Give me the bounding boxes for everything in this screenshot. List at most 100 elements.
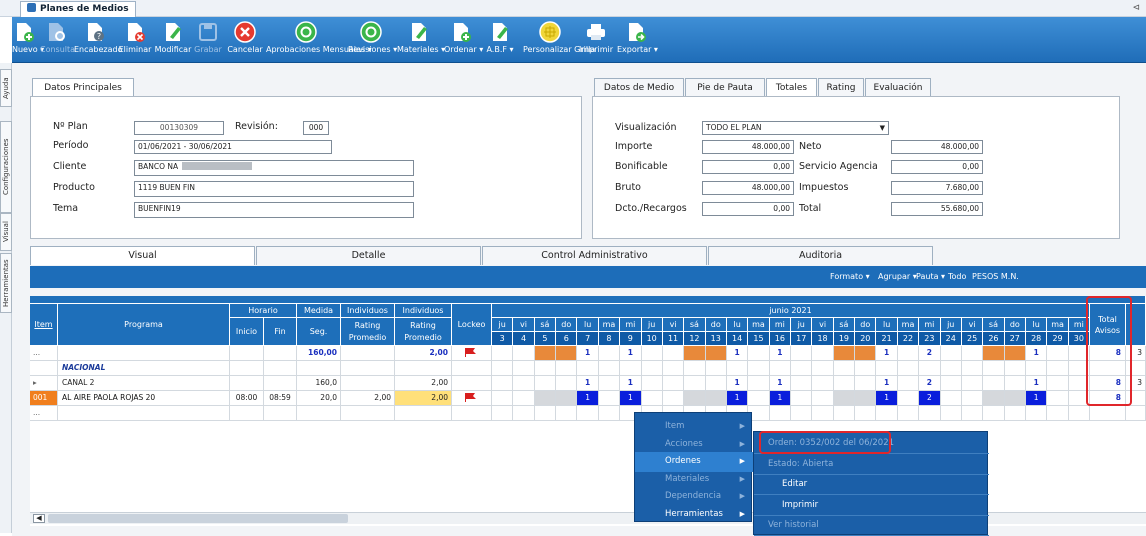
context-menu-item[interactable]: Item ▶ — [635, 417, 753, 437]
day-cell — [983, 391, 1005, 406]
table-row[interactable]: ... 160,00 2,00 1 1 1 1 1 2 1 8 3 — [30, 346, 1146, 361]
table-row[interactable]: ▸ CANAL 2 160,0 2,00 1 1 1 1 1 2 1 8 3 — [30, 376, 1146, 391]
pin-icon[interactable]: ⊲ — [1132, 3, 1140, 13]
day-cell — [855, 406, 877, 421]
context-menu-herramientas[interactable]: Herramientas ▶ — [635, 505, 753, 525]
window-tab[interactable]: Planes de Medios — [20, 1, 136, 17]
tema-field[interactable]: BUENFIN19 — [134, 202, 414, 218]
day-cell — [791, 376, 813, 391]
side-tab-herramientas[interactable]: Herramientas — [0, 253, 12, 313]
subbar-right-4[interactable]: PESOS M.N. — [972, 272, 1019, 281]
tab-control-administrativo[interactable]: Control Administrativo — [482, 246, 707, 265]
table-row[interactable]: ... — [30, 406, 1146, 421]
header-day-name: vi — [662, 318, 685, 332]
tab-evaluaci-n[interactable]: Evaluación — [865, 78, 931, 97]
producto-field[interactable]: 1119 BUEN FIN — [134, 181, 414, 197]
context-menu-label: Ordenes — [665, 456, 701, 466]
toolbar-button-7[interactable]: Aprobaciones Mensuales ▾ — [266, 17, 372, 63]
label-producto: Producto — [53, 182, 95, 193]
context-menu-materiales[interactable]: Materiales ▶ — [635, 470, 753, 490]
plan-field: 00130309 — [134, 121, 224, 135]
cliente-field[interactable]: BANCO NA — [134, 160, 414, 176]
header-individuos-1: Individuos — [341, 304, 395, 318]
tab-totales[interactable]: Totales — [766, 78, 817, 97]
toolbar-button-10[interactable]: Ordenar ▾ — [444, 17, 484, 63]
day-cell — [492, 406, 514, 421]
day-cell — [705, 376, 727, 391]
label-visualizacion: Visualización — [615, 122, 677, 133]
submenu-item-3[interactable]: Imprimir — [754, 496, 989, 516]
side-tab-ayuda[interactable]: Ayuda — [0, 69, 12, 107]
toolbar-button-label: Eliminar — [118, 45, 152, 54]
toolbar-button-9[interactable]: Materiales ▾ — [397, 17, 445, 63]
toolbar-button-3[interactable]: Eliminar — [118, 17, 152, 63]
side-tab-visual[interactable]: Visual — [0, 213, 12, 251]
toolbar-button-2[interactable]: ? Encabezado — [74, 17, 123, 63]
toolbar-button-8[interactable]: Revisiones ▾ — [348, 17, 397, 63]
header-day-number: 7 — [577, 332, 599, 346]
svg-text:?: ? — [97, 32, 101, 41]
toolbar-button-4[interactable]: Modificar — [154, 17, 192, 63]
toolbar-button-0[interactable]: Nuevo ▾ — [12, 17, 44, 63]
main-toolbar: Nuevo ▾ Consulta? Encabezado Eliminar Modifi… — [12, 17, 1146, 63]
day-cell — [791, 391, 813, 406]
day-cell: 1 — [769, 376, 792, 391]
periodo-field[interactable]: 01/06/2021 - 30/06/2021 — [134, 140, 332, 154]
day-count: 2 — [926, 393, 932, 402]
label-impuestos: Impuestos — [799, 182, 849, 193]
row-programa: CANAL 2 — [58, 376, 230, 391]
day-cell — [919, 406, 941, 421]
header-programa: Programa — [58, 304, 230, 346]
row-programa — [58, 346, 230, 361]
subbar-right-2[interactable]: Pauta ▾ — [916, 272, 946, 281]
tab-auditoria[interactable]: Auditoria — [708, 246, 933, 265]
toolbar-button-12[interactable]: Personalizar Grilla — [523, 17, 595, 63]
day-count: 1 — [777, 393, 783, 402]
context-menu-acciones[interactable]: Acciones ▶ — [635, 435, 753, 455]
day-cell — [961, 346, 984, 361]
tab-rating[interactable]: Rating — [818, 78, 864, 97]
toolbar-button-1[interactable]: Consulta — [40, 17, 75, 63]
label-servicio: Servicio Agencia — [799, 161, 878, 172]
toolbar-button-5[interactable]: Grabar — [193, 17, 223, 63]
label-revision: Revisión: — [235, 121, 278, 132]
materials-icon — [408, 21, 430, 43]
visualizacion-select[interactable]: TODO EL PLAN ▼ — [702, 121, 889, 135]
header-day-number: 18 — [812, 332, 834, 346]
datos-principales-panel: Nº Plan 00130309 Revisión: 000 Período 0… — [30, 96, 582, 239]
submenu-item-2[interactable]: Editar — [754, 475, 989, 495]
header-day-name: vi — [812, 318, 834, 332]
day-count: 1 — [884, 378, 890, 387]
toolbar-button-11[interactable]: A.B.F ▾ — [481, 17, 519, 63]
toolbar-button-13[interactable]: Imprimir — [579, 17, 613, 63]
tab-visual[interactable]: Visual — [30, 246, 255, 265]
tab-datos-principales[interactable]: Datos Principales — [32, 78, 134, 97]
side-tab-configuraciones[interactable]: Configuraciones — [0, 121, 12, 213]
scroll-thumb[interactable] — [48, 514, 348, 523]
row-lockeo — [452, 346, 492, 361]
toolbar-button-label: Ordenar ▾ — [444, 45, 484, 54]
toolbar-button-6[interactable]: Cancelar — [226, 17, 264, 63]
row-item: ▸ — [30, 376, 58, 391]
row-rating-1 — [341, 361, 395, 376]
context-menu-ordenes[interactable]: Ordenes ▶ — [635, 452, 753, 472]
toolbar-button-14[interactable]: Exportar ▾ — [617, 17, 658, 63]
new-doc-icon — [13, 21, 35, 43]
servicio-field: 0,00 — [891, 160, 983, 174]
tab-datos-de-medio[interactable]: Datos de Medio — [594, 78, 684, 97]
subbar-right-0[interactable]: Formato ▾ — [830, 272, 870, 281]
tab-detalle[interactable]: Detalle — [256, 246, 481, 265]
day-count: 1 — [1033, 393, 1039, 402]
subbar-right-1[interactable]: Agrupar ▾ — [878, 272, 917, 281]
subbar-right-3[interactable]: Todo — [948, 272, 967, 281]
scroll-left-icon[interactable]: ◀ — [33, 514, 45, 523]
header-lockeo: Lockeo — [452, 304, 492, 346]
table-row[interactable]: 001 AL AIRE PAOLA ROJAS 20 08:00 08:59 20,0 2… — [30, 391, 1146, 406]
context-menu-dependencia[interactable]: Dependencia ▶ — [635, 487, 753, 507]
table-row[interactable]: NACIONAL — [30, 361, 1146, 376]
header-day-number: 17 — [791, 332, 813, 346]
day-cell — [769, 406, 792, 421]
day-cell — [940, 406, 962, 421]
tab-pie-de-pauta[interactable]: Pie de Pauta — [685, 78, 765, 97]
row-seg — [297, 406, 341, 421]
